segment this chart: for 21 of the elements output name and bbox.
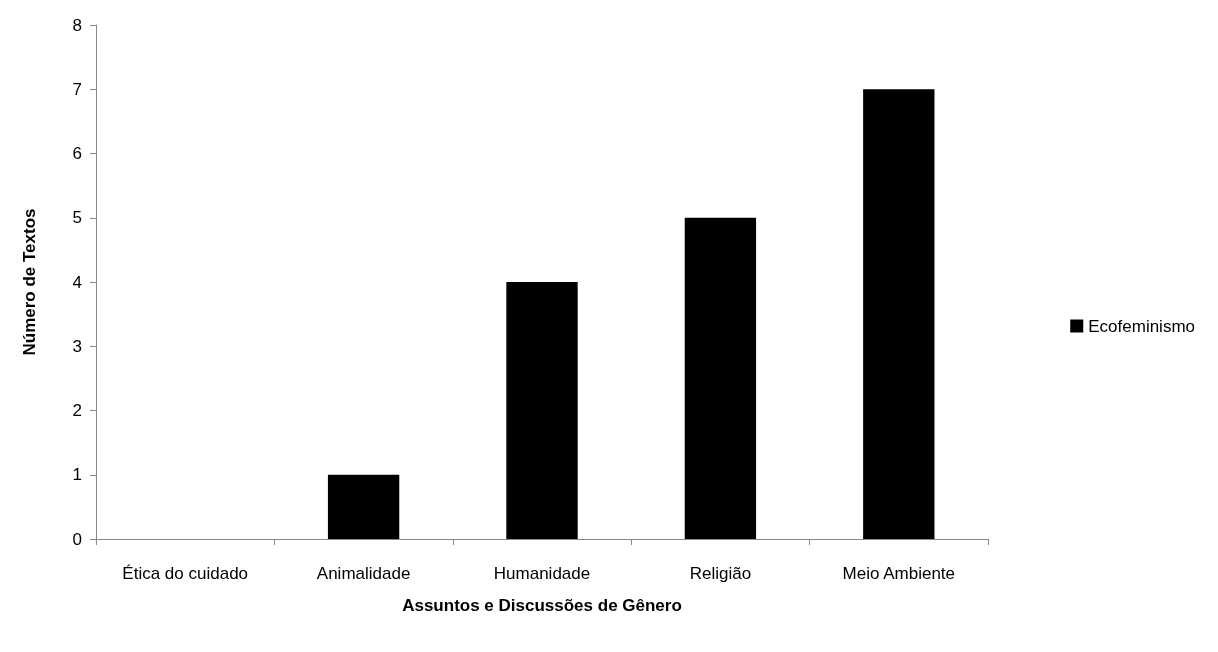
y-tick-label: 1 — [72, 465, 82, 485]
x-tick-label: Humanidade — [493, 564, 591, 583]
y-tick-label: 7 — [72, 79, 82, 99]
x-tick-label: Religião — [689, 564, 752, 583]
legend-label: Ecofeminismo — [1088, 316, 1196, 336]
y-tick-label: 4 — [72, 272, 82, 292]
x-tick-label: Meio Ambiente — [842, 564, 956, 583]
x-tick-label: Animalidade — [316, 564, 411, 583]
bar — [327, 474, 400, 539]
y-tick-label: 2 — [72, 401, 82, 420]
bar — [506, 282, 578, 539]
y-tick-label: 3 — [72, 336, 82, 356]
bar — [863, 89, 935, 539]
bar — [684, 217, 757, 539]
x-tick-label: Ética do cuidado — [122, 564, 249, 583]
x-axis-title: Assuntos e Discussões de Gênero — [402, 596, 682, 615]
y-axis-title: Número de Textos — [20, 208, 39, 356]
y-tick-label: 0 — [72, 529, 82, 549]
y-tick-label: 5 — [72, 208, 82, 228]
y-tick-label: 8 — [72, 15, 82, 35]
y-tick-label: 6 — [72, 144, 82, 163]
